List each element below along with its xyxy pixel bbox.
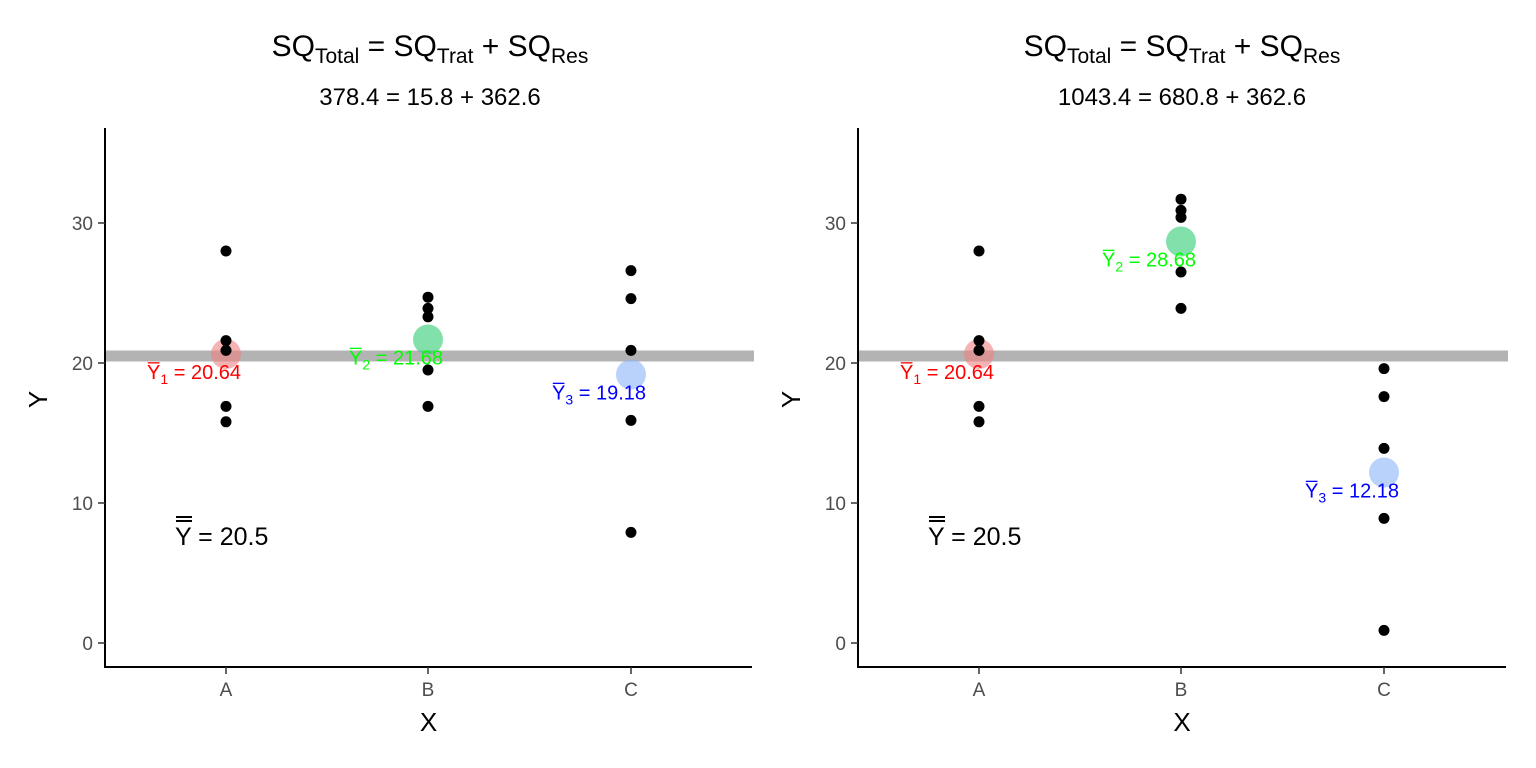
group-mean-label: Y̅3 = 19.18 (552, 382, 646, 408)
data-point (973, 400, 985, 412)
grand-mean-label: Y = 20.5 (175, 523, 268, 551)
data-point (1378, 512, 1390, 524)
x-tick-label: B (1175, 680, 1188, 701)
chart-subtitle: 1043.4 = 680.8 + 362.6 (1058, 84, 1306, 111)
x-axis-label: X (420, 707, 437, 737)
y-tick-label: 0 (835, 634, 846, 655)
data-point (220, 335, 232, 347)
data-point (220, 245, 232, 257)
data-point (1378, 391, 1390, 403)
data-point (625, 414, 637, 426)
chart-panel-1: SQTotal = SQTrat + SQRes 378.4 = 15.8 + 3… (23, 30, 754, 737)
x-tick-label: A (973, 680, 986, 701)
data-point (973, 335, 985, 347)
group-mean-label: Y̅2 = 21.68 (349, 347, 443, 373)
data-point (625, 265, 637, 277)
data-point (1175, 193, 1187, 205)
data-point (422, 364, 434, 376)
y-tick-label: 30 (72, 214, 93, 235)
data-point (973, 245, 985, 257)
x-axis-label: X (1173, 707, 1190, 737)
data-point (1175, 266, 1187, 278)
data-point (422, 291, 434, 303)
group-mean-label: Y̅2 = 28.68 (1102, 249, 1196, 275)
data-point (422, 400, 434, 412)
data-point (422, 311, 434, 323)
y-axis-label: Y (776, 391, 806, 408)
data-point (220, 416, 232, 428)
chart-panel-2: SQTotal = SQTrat + SQRes 1043.4 = 680.8 +… (776, 30, 1508, 737)
data-point (625, 526, 637, 538)
data-point (625, 293, 637, 305)
grand-mean-label: Y = 20.5 (928, 523, 1021, 551)
chart-title: SQTotal = SQTrat + SQRes (272, 30, 589, 68)
group-mean-marker (1166, 226, 1196, 257)
data-point (1378, 363, 1390, 375)
y-tick-label: 30 (825, 214, 846, 235)
y-tick-label: 20 (72, 354, 93, 375)
data-point (973, 344, 985, 356)
group-mean-label: Y̅1 = 20.64 (147, 361, 241, 387)
y-tick-label: 10 (825, 494, 846, 515)
chart-title: SQTotal = SQTrat + SQRes (1024, 30, 1341, 68)
data-point (1378, 624, 1390, 636)
group-mean-marker (1369, 457, 1399, 488)
data-point (220, 344, 232, 356)
y-axis-label: Y (23, 391, 53, 408)
data-point (973, 416, 985, 428)
x-tick-label: C (1377, 680, 1391, 701)
x-tick-label: A (220, 680, 233, 701)
data-point (625, 344, 637, 356)
data-point (1378, 442, 1390, 454)
chart-subtitle: 378.4 = 15.8 + 362.6 (319, 84, 541, 111)
data-point (1175, 211, 1187, 223)
group-mean-label: Y̅3 = 12.18 (1305, 480, 1399, 506)
x-tick-label: C (624, 680, 638, 701)
y-tick-label: 10 (72, 494, 93, 515)
data-point (1175, 302, 1187, 314)
y-tick-label: 0 (82, 634, 93, 655)
group-mean-marker (616, 359, 646, 390)
x-tick-label: B (422, 680, 435, 701)
group-mean-marker (413, 324, 443, 355)
data-point (422, 302, 434, 314)
group-mean-label: Y̅1 = 20.64 (900, 361, 994, 387)
data-point (220, 400, 232, 412)
y-tick-label: 20 (825, 354, 846, 375)
